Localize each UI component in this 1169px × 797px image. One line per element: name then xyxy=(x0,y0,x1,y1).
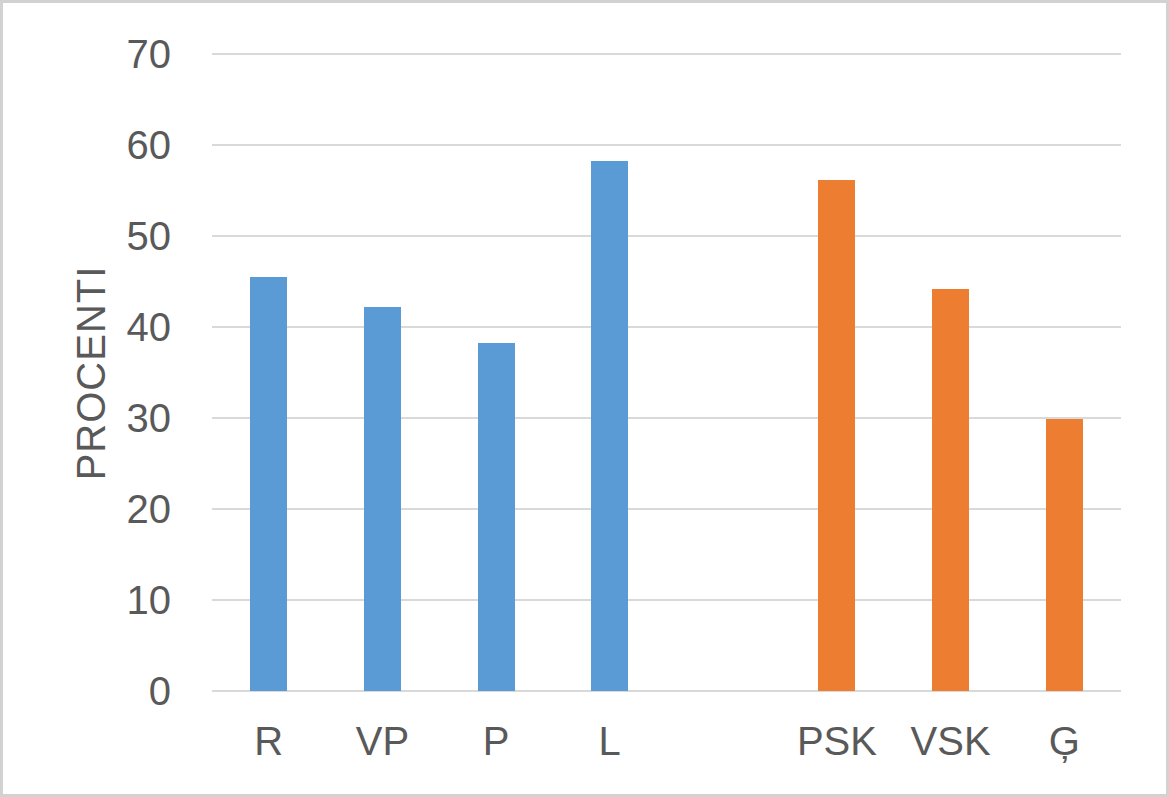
y-tick-30: 30 xyxy=(3,394,171,442)
y-tick-10: 10 xyxy=(3,576,171,624)
gridline-60 xyxy=(212,144,1121,146)
y-axis-title: PROCENTI xyxy=(69,266,114,481)
y-tick-0: 0 xyxy=(3,667,171,715)
gridline-0 xyxy=(212,690,1121,692)
bar-chart: PROCENTI 0 10 20 30 40 50 60 70 RVPPL PSKVSKĢ xyxy=(0,0,1169,797)
x-label-PSK: PSK xyxy=(780,715,894,767)
x-label-VSK: VSK xyxy=(894,715,1008,767)
y-tick-50: 50 xyxy=(3,212,171,260)
bar-L xyxy=(591,161,628,691)
gridline-40 xyxy=(212,326,1121,328)
gridline-70 xyxy=(212,53,1121,55)
y-tick-40: 40 xyxy=(3,303,171,351)
gridline-20 xyxy=(212,508,1121,510)
x-label-VP: VP xyxy=(326,715,440,767)
plot-area xyxy=(212,54,1121,691)
bar-Ģ xyxy=(1046,419,1083,691)
bar-P xyxy=(478,343,515,691)
bar-VP xyxy=(364,307,401,691)
x-label-L: L xyxy=(553,715,667,767)
bar-PSK xyxy=(818,180,855,691)
x-label-P: P xyxy=(439,715,553,767)
y-tick-20: 20 xyxy=(3,485,171,533)
bar-VSK xyxy=(932,289,969,691)
gridline-10 xyxy=(212,599,1121,601)
gridline-30 xyxy=(212,417,1121,419)
y-tick-60: 60 xyxy=(3,121,171,169)
gridline-50 xyxy=(212,235,1121,237)
bar-R xyxy=(250,277,287,691)
x-label-Ģ: Ģ xyxy=(1007,715,1121,767)
y-tick-70: 70 xyxy=(3,30,171,78)
x-label-R: R xyxy=(212,715,326,767)
